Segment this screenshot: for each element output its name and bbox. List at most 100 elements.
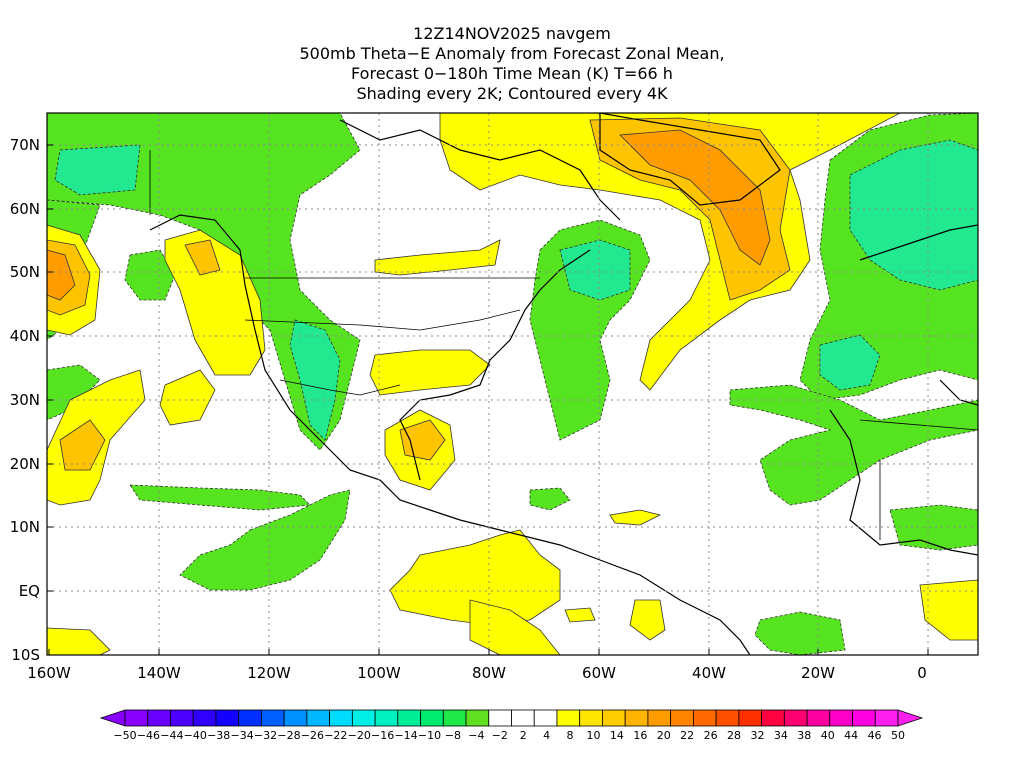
y-label-40n: 40N	[10, 327, 40, 345]
colorbar-label: 44	[844, 729, 858, 742]
colorbar-swatch	[556, 709, 581, 727]
colorbar-swatch	[874, 709, 899, 727]
colorbar-label: −14	[394, 729, 417, 742]
colorbar-swatch	[465, 709, 490, 727]
colorbar-label: −34	[231, 729, 254, 742]
colorbar-swatch	[306, 709, 331, 727]
x-label-20w: 20W	[801, 664, 835, 682]
colorbar-label: 16	[633, 729, 647, 742]
colorbar-label: 22	[680, 729, 694, 742]
colorbar-label: 40	[821, 729, 835, 742]
colorbar-swatch	[715, 709, 740, 727]
colorbar-arrow-left	[99, 709, 126, 727]
colorbar-label: −40	[184, 729, 207, 742]
colorbar-label: −50	[113, 729, 136, 742]
strongest-positive-cores	[47, 129, 771, 301]
colorbar-swatch	[647, 709, 672, 727]
title-line-1: 12Z14NOV2025 navgem	[413, 24, 611, 43]
title-line-4: Shading every 2K; Contoured every 4K	[356, 84, 668, 103]
political-borders	[149, 150, 978, 540]
title-line-2: 500mb Theta−E Anomaly from Forecast Zona…	[299, 44, 725, 63]
x-label-80w: 80W	[472, 664, 506, 682]
y-axis-labels: 70N 60N 50N 40N 30N 20N 10N EQ 10S	[10, 136, 40, 664]
colorbar: −50 −46 −44 −40 −38 −34 −32 −28 −26 −22 −20 −16 −14−…	[99, 709, 924, 742]
colorbar-label: 20	[657, 729, 671, 742]
colorbar-swatch	[124, 709, 149, 727]
colorbar-swatch	[579, 709, 603, 727]
colorbar-label: −38	[207, 729, 230, 742]
colorbar-swatch	[170, 709, 194, 727]
coastlines	[149, 113, 978, 655]
colorbar-label: 50	[891, 729, 905, 742]
colorbar-label: 26	[704, 729, 718, 742]
x-label-120w: 120W	[247, 664, 291, 682]
y-label-10s: 10S	[11, 646, 40, 664]
colorbar-swatch	[442, 709, 467, 727]
colorbar-swatch	[533, 709, 558, 727]
y-label-10n: 10N	[10, 518, 40, 536]
colorbar-swatch	[829, 709, 853, 727]
map-frame	[46, 112, 979, 656]
colorbar-label: 4	[543, 729, 550, 742]
colorbar-label: 14	[610, 729, 624, 742]
x-label-40w: 40W	[692, 664, 726, 682]
colorbar-swatch	[624, 709, 649, 727]
x-label-60w: 60W	[582, 664, 616, 682]
colorbar-swatch	[147, 709, 171, 727]
colorbar-swatch	[420, 709, 444, 727]
colorbar-label: −26	[301, 729, 324, 742]
colorbar-label: 28	[727, 729, 741, 742]
colorbar-swatch	[488, 709, 512, 727]
title-line-3: Forecast 0−180h Time Mean (K) T=66 h	[351, 64, 673, 83]
colorbar-swatch	[806, 709, 831, 727]
colorbar-swatch	[670, 709, 694, 727]
colorbar-swatch	[738, 709, 762, 727]
tick-marks	[47, 144, 929, 655]
colorbar-swatch	[215, 709, 240, 727]
colorbar-swatch	[192, 709, 217, 727]
x-label-140w: 140W	[137, 664, 181, 682]
colorbar-swatch	[397, 709, 421, 727]
colorbar-label: 38	[797, 729, 811, 742]
colorbar-label: −32	[254, 729, 277, 742]
colorbar-label: −28	[277, 729, 300, 742]
colorbar-arrow-right	[897, 709, 924, 727]
y-label-30n: 30N	[10, 391, 40, 409]
colorbar-label: 10	[586, 729, 600, 742]
colorbar-label: 2	[520, 729, 527, 742]
colorbar-label: −2	[492, 729, 508, 742]
colorbar-swatch	[692, 709, 717, 727]
colorbar-swatch	[511, 709, 535, 727]
colorbar-label: −20	[348, 729, 371, 742]
colorbar-label: −22	[324, 729, 347, 742]
colorbar-label: −16	[371, 729, 394, 742]
colorbar-swatch	[351, 709, 376, 727]
colorbar-label: −10	[418, 729, 441, 742]
y-label-60n: 60N	[10, 200, 40, 218]
x-axis-labels: 160W 140W 120W 100W 80W 60W 40W 20W 0	[27, 664, 927, 682]
colorbar-label: 32	[750, 729, 764, 742]
colorbar-swatch	[374, 709, 399, 727]
colorbar-label: −46	[137, 729, 160, 742]
y-label-eq: EQ	[19, 582, 40, 600]
colorbar-label: 8	[567, 729, 574, 742]
colorbar-label: −4	[468, 729, 484, 742]
x-label-100w: 100W	[357, 664, 401, 682]
colorbar-swatch	[852, 709, 876, 727]
colorbar-swatch	[238, 709, 262, 727]
y-label-20n: 20N	[10, 455, 40, 473]
colorbar-swatch	[283, 709, 308, 727]
gridlines	[47, 113, 978, 655]
colorbar-swatch	[783, 709, 808, 727]
colorbar-label: 34	[774, 729, 788, 742]
x-label-160w: 160W	[27, 664, 71, 682]
colorbar-swatch	[329, 709, 353, 727]
colorbar-swatch	[761, 709, 785, 727]
colorbar-swatch	[261, 709, 285, 727]
colorbar-swatch	[602, 709, 626, 727]
colorbar-label: −44	[160, 729, 183, 742]
x-label-0: 0	[917, 664, 927, 682]
y-label-70n: 70N	[10, 136, 40, 154]
map-area	[47, 113, 978, 655]
